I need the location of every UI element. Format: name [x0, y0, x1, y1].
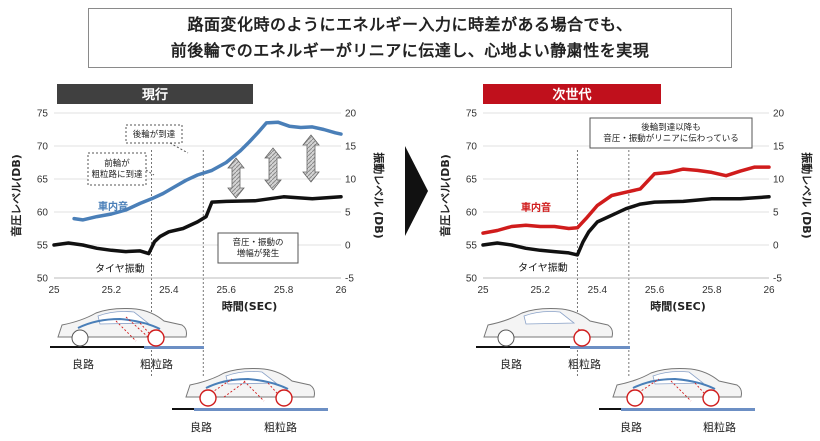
annotation-rear-wheel: 後輪が到達	[125, 124, 189, 154]
x-tick-label: 26	[335, 285, 347, 296]
annotation-line: 前輪が	[104, 158, 130, 169]
y-tick-label: 55	[466, 241, 478, 252]
series-cabin-sound-line	[72, 120, 343, 222]
car-left-rear-on-rough	[172, 368, 328, 411]
y2-tick-label: -5	[773, 274, 782, 285]
x-tick-label: 25.4	[159, 285, 179, 296]
headline-line-1: 路面変化時のようにエネルギー入力に時差がある場合でも、	[187, 15, 633, 34]
series-next-gen	[481, 165, 771, 257]
x-tick-label: 26	[763, 285, 775, 296]
annotation-amplification: 音圧・振動の増幅が発生	[217, 232, 299, 264]
axes-current: 50 55 60 65 70 75 -5 0 5 10 15 20 25 25.2 25.4 25.6 25.8…	[9, 109, 386, 314]
chart-title-current: 現行	[142, 87, 168, 103]
svg-text:音圧・振動の増幅が発生: 音圧・振動の増幅が発生	[232, 237, 283, 259]
road-label-rough-right-2: 粗粒路	[703, 420, 736, 434]
x-tick-label: 25.2	[530, 285, 550, 296]
label-cabin-sound-next-gen: 車内音	[521, 201, 551, 214]
annotation-line: 後輪到達以降も	[641, 122, 701, 133]
y-axis-label: 音圧レベル(DB)	[9, 154, 23, 237]
x-tick-label: 25.6	[216, 285, 236, 296]
x-tick-label: 25.2	[102, 285, 122, 296]
car-right-rear-on-rough	[599, 368, 755, 411]
y-tick-label: 75	[37, 109, 49, 120]
svg-text:後輪が到達: 後輪が到達	[133, 129, 176, 140]
x-tick-label: 25	[477, 285, 489, 296]
y-tick-label: 70	[466, 142, 478, 153]
x-axis-label: 時間(SEC)	[650, 299, 706, 313]
y-tick-label: 65	[37, 175, 49, 186]
transition-arrow	[405, 146, 428, 236]
label-tire-vibration-next-gen: タイヤ振動	[518, 261, 568, 274]
x-tick-label: 25.8	[702, 285, 722, 296]
chart-current: 現行 後輪が到達 前輪が粗粒路に到達 音圧・振動の増幅が発生 505560657…	[9, 84, 386, 378]
y2-axis-label: 振動レベル (DB)	[800, 152, 814, 238]
svg-text:後輪到達以降も音圧・振動がリニアに伝わっている: 後輪到達以降も音圧・振動がリニアに伝わっている	[603, 122, 739, 144]
y-axis-label: 音圧レベル(DB)	[438, 154, 452, 237]
road-label-rough-left-2: 粗粒路	[264, 420, 297, 434]
y2-tick-label: 10	[773, 175, 785, 186]
y-tick-label: 75	[466, 109, 478, 120]
annotation-linear: 後輪到達以降も音圧・振動がリニアに伝わっている	[589, 117, 753, 149]
annotation-line: 音圧・振動の	[232, 237, 283, 248]
car-right-front-on-rough	[476, 308, 630, 349]
label-cabin-sound-current: 車内音	[98, 200, 128, 213]
y2-tick-label: 15	[773, 142, 785, 153]
y2-tick-label: 5	[773, 208, 779, 219]
annotation-line: 粗粒路に到達	[91, 169, 143, 180]
series-current	[52, 120, 343, 256]
y2-tick-label: 20	[773, 109, 785, 120]
series-tire-vibration-line	[52, 195, 343, 256]
y2-tick-label: 0	[345, 241, 351, 252]
y-tick-label: 50	[37, 274, 49, 285]
y-tick-label: 50	[466, 274, 478, 285]
y-tick-label: 60	[37, 208, 49, 219]
road-label-smooth-right-1: 良路	[500, 357, 522, 371]
y-tick-label: 65	[466, 175, 478, 186]
amplification-arrows	[227, 134, 320, 199]
axes-next-gen: 50 55 60 65 70 75 -5 0 5 10 15 20 25 25.2 25.4 25.6 25.8…	[438, 109, 814, 314]
y-tick-label: 55	[37, 241, 49, 252]
y-tick-label: 70	[37, 142, 49, 153]
x-tick-label: 25.4	[588, 285, 608, 296]
road-label-smooth-left-1: 良路	[72, 357, 94, 371]
x-axis-label: 時間(SEC)	[222, 299, 278, 313]
banner-next-gen	[483, 84, 661, 104]
headline-box: 路面変化時のようにエネルギー入力に時差がある場合でも、 前後輪でのエネルギーがリ…	[88, 8, 732, 68]
road-label-rough-left-1: 粗粒路	[140, 357, 173, 371]
banner-current	[57, 84, 253, 104]
chart-next-gen: 次世代 後輪到達以降も音圧・振動がリニアに伝わっている 505560657075…	[438, 84, 814, 378]
y2-tick-label: -5	[345, 274, 354, 285]
label-tire-vibration-current: タイヤ振動	[95, 262, 145, 275]
annotation-front-wheel: 前輪が粗粒路に到達	[87, 152, 155, 186]
road-label-rough-right-1: 粗粒路	[568, 357, 601, 371]
y2-tick-label: 15	[345, 142, 357, 153]
road-label-smooth-left-2: 良路	[190, 420, 212, 434]
series-tire-vibration-line	[481, 195, 771, 257]
y2-axis-label: 振動レベル (DB)	[372, 152, 386, 238]
x-tick-label: 25.6	[645, 285, 665, 296]
series-cabin-sound-line	[481, 165, 771, 235]
chart-title-next-gen: 次世代	[552, 87, 591, 103]
x-tick-label: 25	[48, 285, 60, 296]
y2-tick-label: 20	[345, 109, 357, 120]
road-label-smooth-right-2: 良路	[620, 420, 642, 434]
y-tick-label: 60	[466, 208, 478, 219]
car-left-front-on-rough	[50, 308, 204, 349]
annotation-line: 増幅が発生	[237, 248, 280, 259]
y2-tick-label: 5	[345, 208, 351, 219]
y2-tick-label: 0	[773, 241, 779, 252]
annotation-line: 音圧・振動がリニアに伝わっている	[603, 133, 739, 144]
headline-line-2: 前後輪でのエネルギーがリニアに伝達し、心地よい静粛性を実現	[170, 41, 650, 60]
svg-text:前輪が粗粒路に到達: 前輪が粗粒路に到達	[91, 158, 143, 180]
y2-tick-label: 10	[345, 175, 357, 186]
x-tick-label: 25.8	[274, 285, 294, 296]
